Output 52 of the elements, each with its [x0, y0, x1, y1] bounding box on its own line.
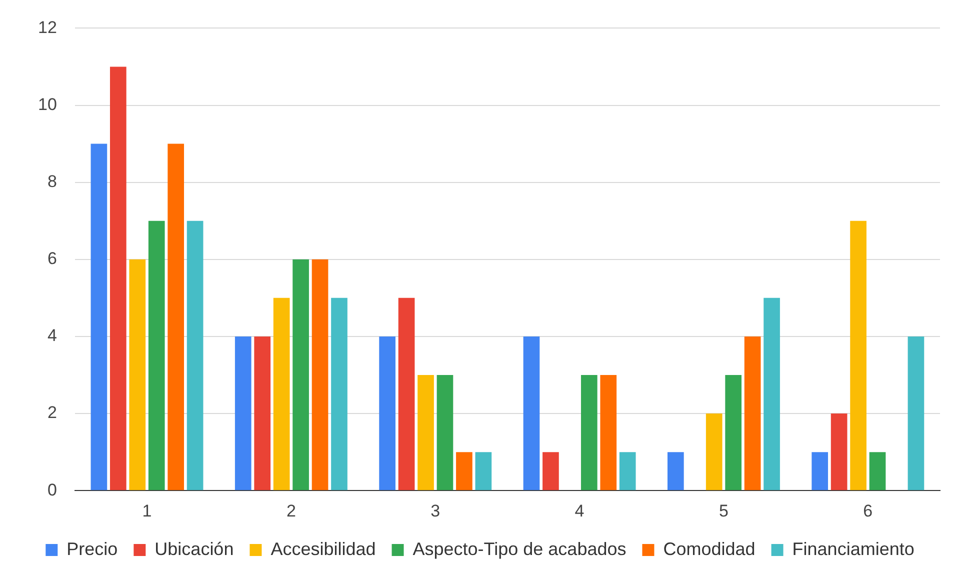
bar: [523, 336, 540, 490]
y-tick-label: 2: [47, 403, 57, 422]
bar: [436, 375, 454, 490]
bar: [254, 336, 271, 490]
bar: [600, 375, 617, 490]
bar: [619, 452, 636, 490]
bar: [148, 220, 165, 490]
bar: [908, 336, 924, 490]
bar: [110, 66, 126, 490]
y-tick-label: 4: [47, 326, 57, 346]
legend-label: Ubicación: [154, 538, 234, 559]
legend-label: Precio: [66, 538, 118, 559]
y-tick-label: 0: [47, 480, 57, 500]
y-tick-label: 8: [47, 172, 57, 192]
bar: [706, 414, 722, 490]
x-tick-label: 4: [574, 501, 584, 520]
bar: [869, 452, 886, 490]
bar: [475, 452, 492, 490]
bar: [830, 414, 848, 490]
bar: [764, 298, 780, 490]
bar: [292, 259, 309, 490]
x-tick-label: 1: [142, 501, 152, 520]
bar: [580, 375, 598, 490]
bar: [398, 298, 415, 490]
bar: [273, 298, 290, 490]
bar: [312, 259, 328, 490]
bar: [129, 259, 146, 490]
x-tick-label: 5: [718, 501, 728, 520]
legend-label: Comodidad: [663, 538, 756, 559]
bar: [542, 452, 559, 490]
y-tick-label: 12: [38, 18, 57, 37]
bar: [168, 144, 184, 490]
bar: [186, 220, 204, 490]
legend-label: Aspecto-Tipo de acabados: [412, 538, 626, 559]
x-tick-label: 6: [863, 501, 873, 520]
y-tick-label: 6: [47, 249, 57, 268]
bar: [850, 220, 866, 490]
bar: [456, 452, 472, 490]
bar: [418, 375, 434, 490]
legend-label: Financiamiento: [792, 538, 914, 559]
x-tick-label: 3: [430, 501, 440, 520]
x-tick-label: 2: [286, 501, 296, 520]
bar: [234, 336, 252, 490]
y-tick-label: 10: [38, 94, 57, 114]
bar: [331, 298, 348, 490]
bar: [667, 452, 684, 490]
legend-label: Accesibilidad: [270, 538, 376, 559]
bar: [725, 375, 742, 490]
bar: [744, 336, 761, 490]
bar: [812, 452, 828, 490]
bar: [90, 144, 108, 490]
bar: [379, 336, 396, 490]
